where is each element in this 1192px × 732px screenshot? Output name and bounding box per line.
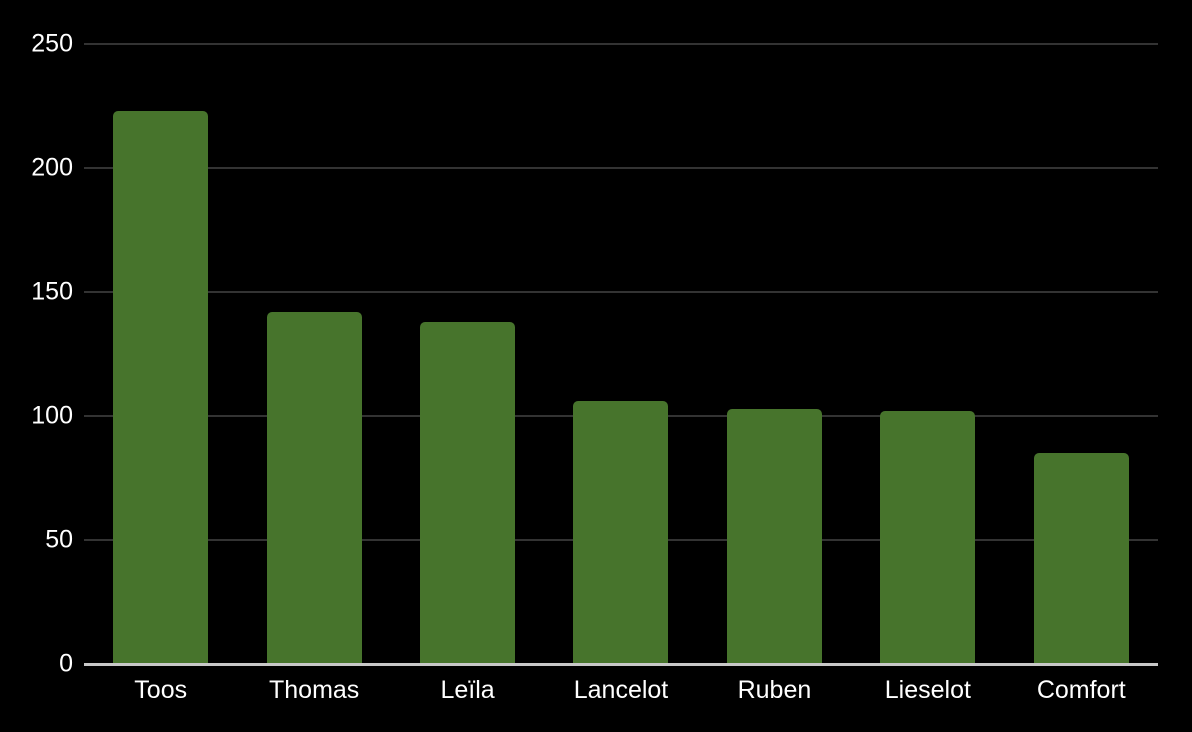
x-tick-label-leïla: Leïla bbox=[440, 676, 495, 704]
y-tick-label-150: 150 bbox=[31, 277, 73, 306]
y-tick-label-50: 50 bbox=[45, 525, 73, 554]
x-tick-label-toos: Toos bbox=[134, 676, 188, 704]
x-tick-label-ruben: Ruben bbox=[737, 676, 812, 704]
x-tick-label-thomas: Thomas bbox=[268, 676, 360, 704]
y-tick-label-100: 100 bbox=[31, 401, 73, 430]
y-tick-label-0: 0 bbox=[59, 649, 73, 678]
y-tick-label-200: 200 bbox=[31, 153, 73, 182]
x-tick-label-lieselot: Lieselot bbox=[884, 676, 971, 704]
gridline-150 bbox=[84, 291, 1158, 293]
bar-lancelot bbox=[573, 401, 668, 664]
gridline-250 bbox=[84, 43, 1158, 45]
bar-lieselot bbox=[880, 411, 975, 664]
plot-area bbox=[84, 43, 1158, 666]
x-tick-label-lancelot: Lancelot bbox=[573, 676, 669, 704]
bar-comfort bbox=[1034, 453, 1129, 664]
x-tick-label-comfort: Comfort bbox=[1036, 676, 1126, 704]
gridline-200 bbox=[84, 167, 1158, 169]
bar-leïla bbox=[420, 322, 515, 664]
y-tick-label-250: 250 bbox=[31, 29, 73, 58]
bar-thomas bbox=[267, 312, 362, 664]
x-axis-line bbox=[84, 663, 1158, 666]
bar-toos bbox=[113, 111, 208, 664]
bar-ruben bbox=[727, 409, 822, 664]
